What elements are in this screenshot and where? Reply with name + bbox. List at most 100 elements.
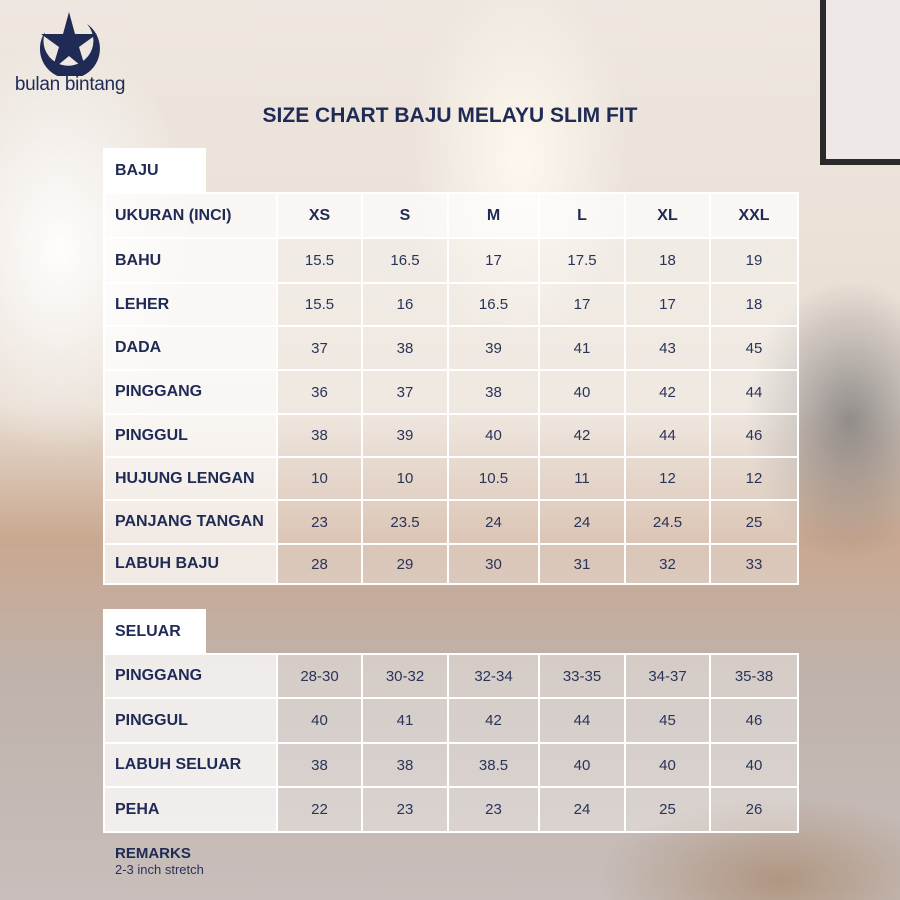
size-value: 16.5	[361, 237, 449, 284]
wall-frame	[820, 0, 900, 165]
size-value: 15.5	[276, 282, 363, 327]
table-row: HUJUNG LENGAN 10 10 10.5 11 12 12	[103, 456, 799, 501]
table-row: PEHA 22 23 23 24 25 26	[103, 786, 799, 833]
header-row: UKURAN (INCI) XS S M L XL XXL	[103, 192, 799, 239]
size-value: 17	[447, 237, 540, 284]
size-value: 24	[538, 499, 626, 545]
row-label: LABUH BAJU	[103, 543, 278, 585]
size-value: 44	[538, 697, 626, 744]
row-label: PINGGANG	[103, 369, 278, 415]
size-value: 39	[447, 325, 540, 371]
size-value: 40	[538, 742, 626, 788]
size-value: 10.5	[447, 456, 540, 501]
size-value: 41	[361, 697, 449, 744]
size-value: 38	[276, 742, 363, 788]
size-value: 40	[276, 697, 363, 744]
size-value: 28	[276, 543, 363, 585]
size-value: 19	[709, 237, 799, 284]
size-value: 23	[447, 786, 540, 833]
size-value: 41	[538, 325, 626, 371]
size-header: S	[361, 192, 449, 239]
size-value: 39	[361, 413, 449, 458]
table-row: LEHER 15.5 16 16.5 17 17 18	[103, 282, 799, 327]
size-value: 40	[447, 413, 540, 458]
size-value: 38	[361, 325, 449, 371]
brand-name: bulan bintang	[14, 74, 126, 95]
size-value: 30	[447, 543, 540, 585]
size-value: 24	[538, 786, 626, 833]
size-value: 42	[624, 369, 711, 415]
size-value: 44	[624, 413, 711, 458]
size-value: 42	[447, 697, 540, 744]
row-label: PINGGUL	[103, 697, 278, 744]
row-label: PANJANG TANGAN	[103, 499, 278, 545]
size-value: 46	[709, 697, 799, 744]
size-value: 40	[624, 742, 711, 788]
size-value: 17	[624, 282, 711, 327]
remarks-label: REMARKS	[115, 845, 191, 862]
remarks-text: 2-3 inch stretch	[115, 862, 204, 877]
size-value: 18	[624, 237, 711, 284]
size-value: 33-35	[538, 653, 626, 699]
table-row: BAHU 15.5 16.5 17 17.5 18 19	[103, 237, 799, 284]
table-row: LABUH SELUAR 38 38 38.5 40 40 40	[103, 742, 799, 788]
table-row: PINGGUL 38 39 40 42 44 46	[103, 413, 799, 458]
size-value: 35-38	[709, 653, 799, 699]
row-label: PINGGANG	[103, 653, 278, 699]
seluar-size-table: PINGGANG 28-30 30-32 32-34 33-35 34-37 35-38 PI…	[103, 653, 799, 833]
size-value: 31	[538, 543, 626, 585]
size-value: 42	[538, 413, 626, 458]
baju-section-label: BAJU	[103, 148, 206, 192]
size-header: L	[538, 192, 626, 239]
size-value: 15.5	[276, 237, 363, 284]
size-value: 24.5	[624, 499, 711, 545]
size-value: 23	[361, 786, 449, 833]
size-value: 17	[538, 282, 626, 327]
size-value: 23	[276, 499, 363, 545]
size-value: 38	[447, 369, 540, 415]
size-value: 23.5	[361, 499, 449, 545]
size-value: 40	[709, 742, 799, 788]
size-value: 34-37	[624, 653, 711, 699]
row-label: UKURAN (INCI)	[103, 192, 278, 239]
size-value: 33	[709, 543, 799, 585]
size-value: 12	[624, 456, 711, 501]
size-value: 29	[361, 543, 449, 585]
size-value: 25	[624, 786, 711, 833]
size-value: 22	[276, 786, 363, 833]
table-row: DADA 37 38 39 41 43 45	[103, 325, 799, 371]
size-value: 10	[276, 456, 363, 501]
size-value: 30-32	[361, 653, 449, 699]
size-header: XXL	[709, 192, 799, 239]
size-value: 11	[538, 456, 626, 501]
size-value: 37	[276, 325, 363, 371]
size-value: 44	[709, 369, 799, 415]
size-value: 46	[709, 413, 799, 458]
size-value: 38	[276, 413, 363, 458]
size-value: 45	[709, 325, 799, 371]
table-row: PANJANG TANGAN 23 23.5 24 24 24.5 25	[103, 499, 799, 545]
size-value: 17.5	[538, 237, 626, 284]
size-value: 24	[447, 499, 540, 545]
remarks: REMARKS 2-3 inch stretch	[115, 845, 204, 877]
size-header: M	[447, 192, 540, 239]
size-header: XL	[624, 192, 711, 239]
row-label: LEHER	[103, 282, 278, 327]
table-row: PINGGANG 36 37 38 40 42 44	[103, 369, 799, 415]
size-header: XS	[276, 192, 363, 239]
size-value: 10	[361, 456, 449, 501]
size-value: 38	[361, 742, 449, 788]
row-label: DADA	[103, 325, 278, 371]
size-value: 40	[538, 369, 626, 415]
size-value: 32	[624, 543, 711, 585]
size-value: 25	[709, 499, 799, 545]
size-value: 36	[276, 369, 363, 415]
size-value: 37	[361, 369, 449, 415]
size-value: 26	[709, 786, 799, 833]
table-row: PINGGUL 40 41 42 44 45 46	[103, 697, 799, 744]
row-label: LABUH SELUAR	[103, 742, 278, 788]
table-row: LABUH BAJU 28 29 30 31 32 33	[103, 543, 799, 585]
size-value: 43	[624, 325, 711, 371]
row-label: PINGGUL	[103, 413, 278, 458]
page-title: SIZE CHART BAJU MELAYU SLIM FIT	[262, 104, 638, 127]
